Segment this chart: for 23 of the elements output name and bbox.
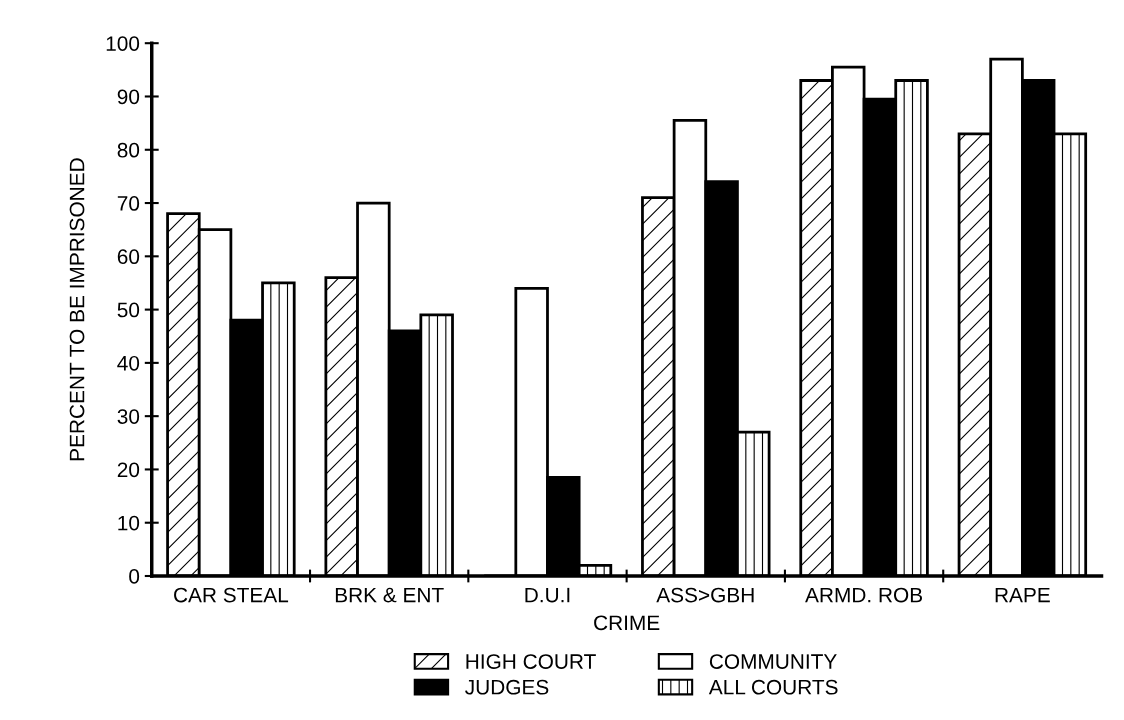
y-tick-label: 50 xyxy=(117,302,140,318)
y-tick-label: 0 xyxy=(129,569,140,584)
y-axis-title: PERCENT TO BE IMPRISONED xyxy=(69,158,85,461)
y-tick-label: 40 xyxy=(117,355,140,371)
y-tick-label: 90 xyxy=(117,89,140,105)
legend-label: COMMUNITY xyxy=(709,654,837,669)
x-tick-label: BRK & ENT xyxy=(335,587,444,603)
x-tick-label: D.U.I xyxy=(525,587,570,603)
legend-label: ALL COURTS xyxy=(708,679,838,695)
legend-label: JUDGES xyxy=(465,679,549,695)
y-tick-label: 10 xyxy=(118,515,140,531)
x-axis-title: CRIME xyxy=(594,615,660,631)
x-tick-label: CAR STEAL xyxy=(174,587,289,603)
y-tick-label: 100 xyxy=(106,36,140,51)
y-tick-label: 80 xyxy=(117,142,140,158)
y-tick-label: 20 xyxy=(117,462,140,478)
legend-label: HIGH COURT xyxy=(466,654,596,669)
x-tick-label: ARMD. ROB xyxy=(805,587,923,603)
x-tick-label: ASS>GBH xyxy=(656,587,754,603)
y-tick-label: 30 xyxy=(117,409,140,424)
x-tick-label: RAPE xyxy=(995,587,1050,603)
y-tick-label: 60 xyxy=(117,249,140,265)
y-tick-label: 70 xyxy=(117,196,140,211)
